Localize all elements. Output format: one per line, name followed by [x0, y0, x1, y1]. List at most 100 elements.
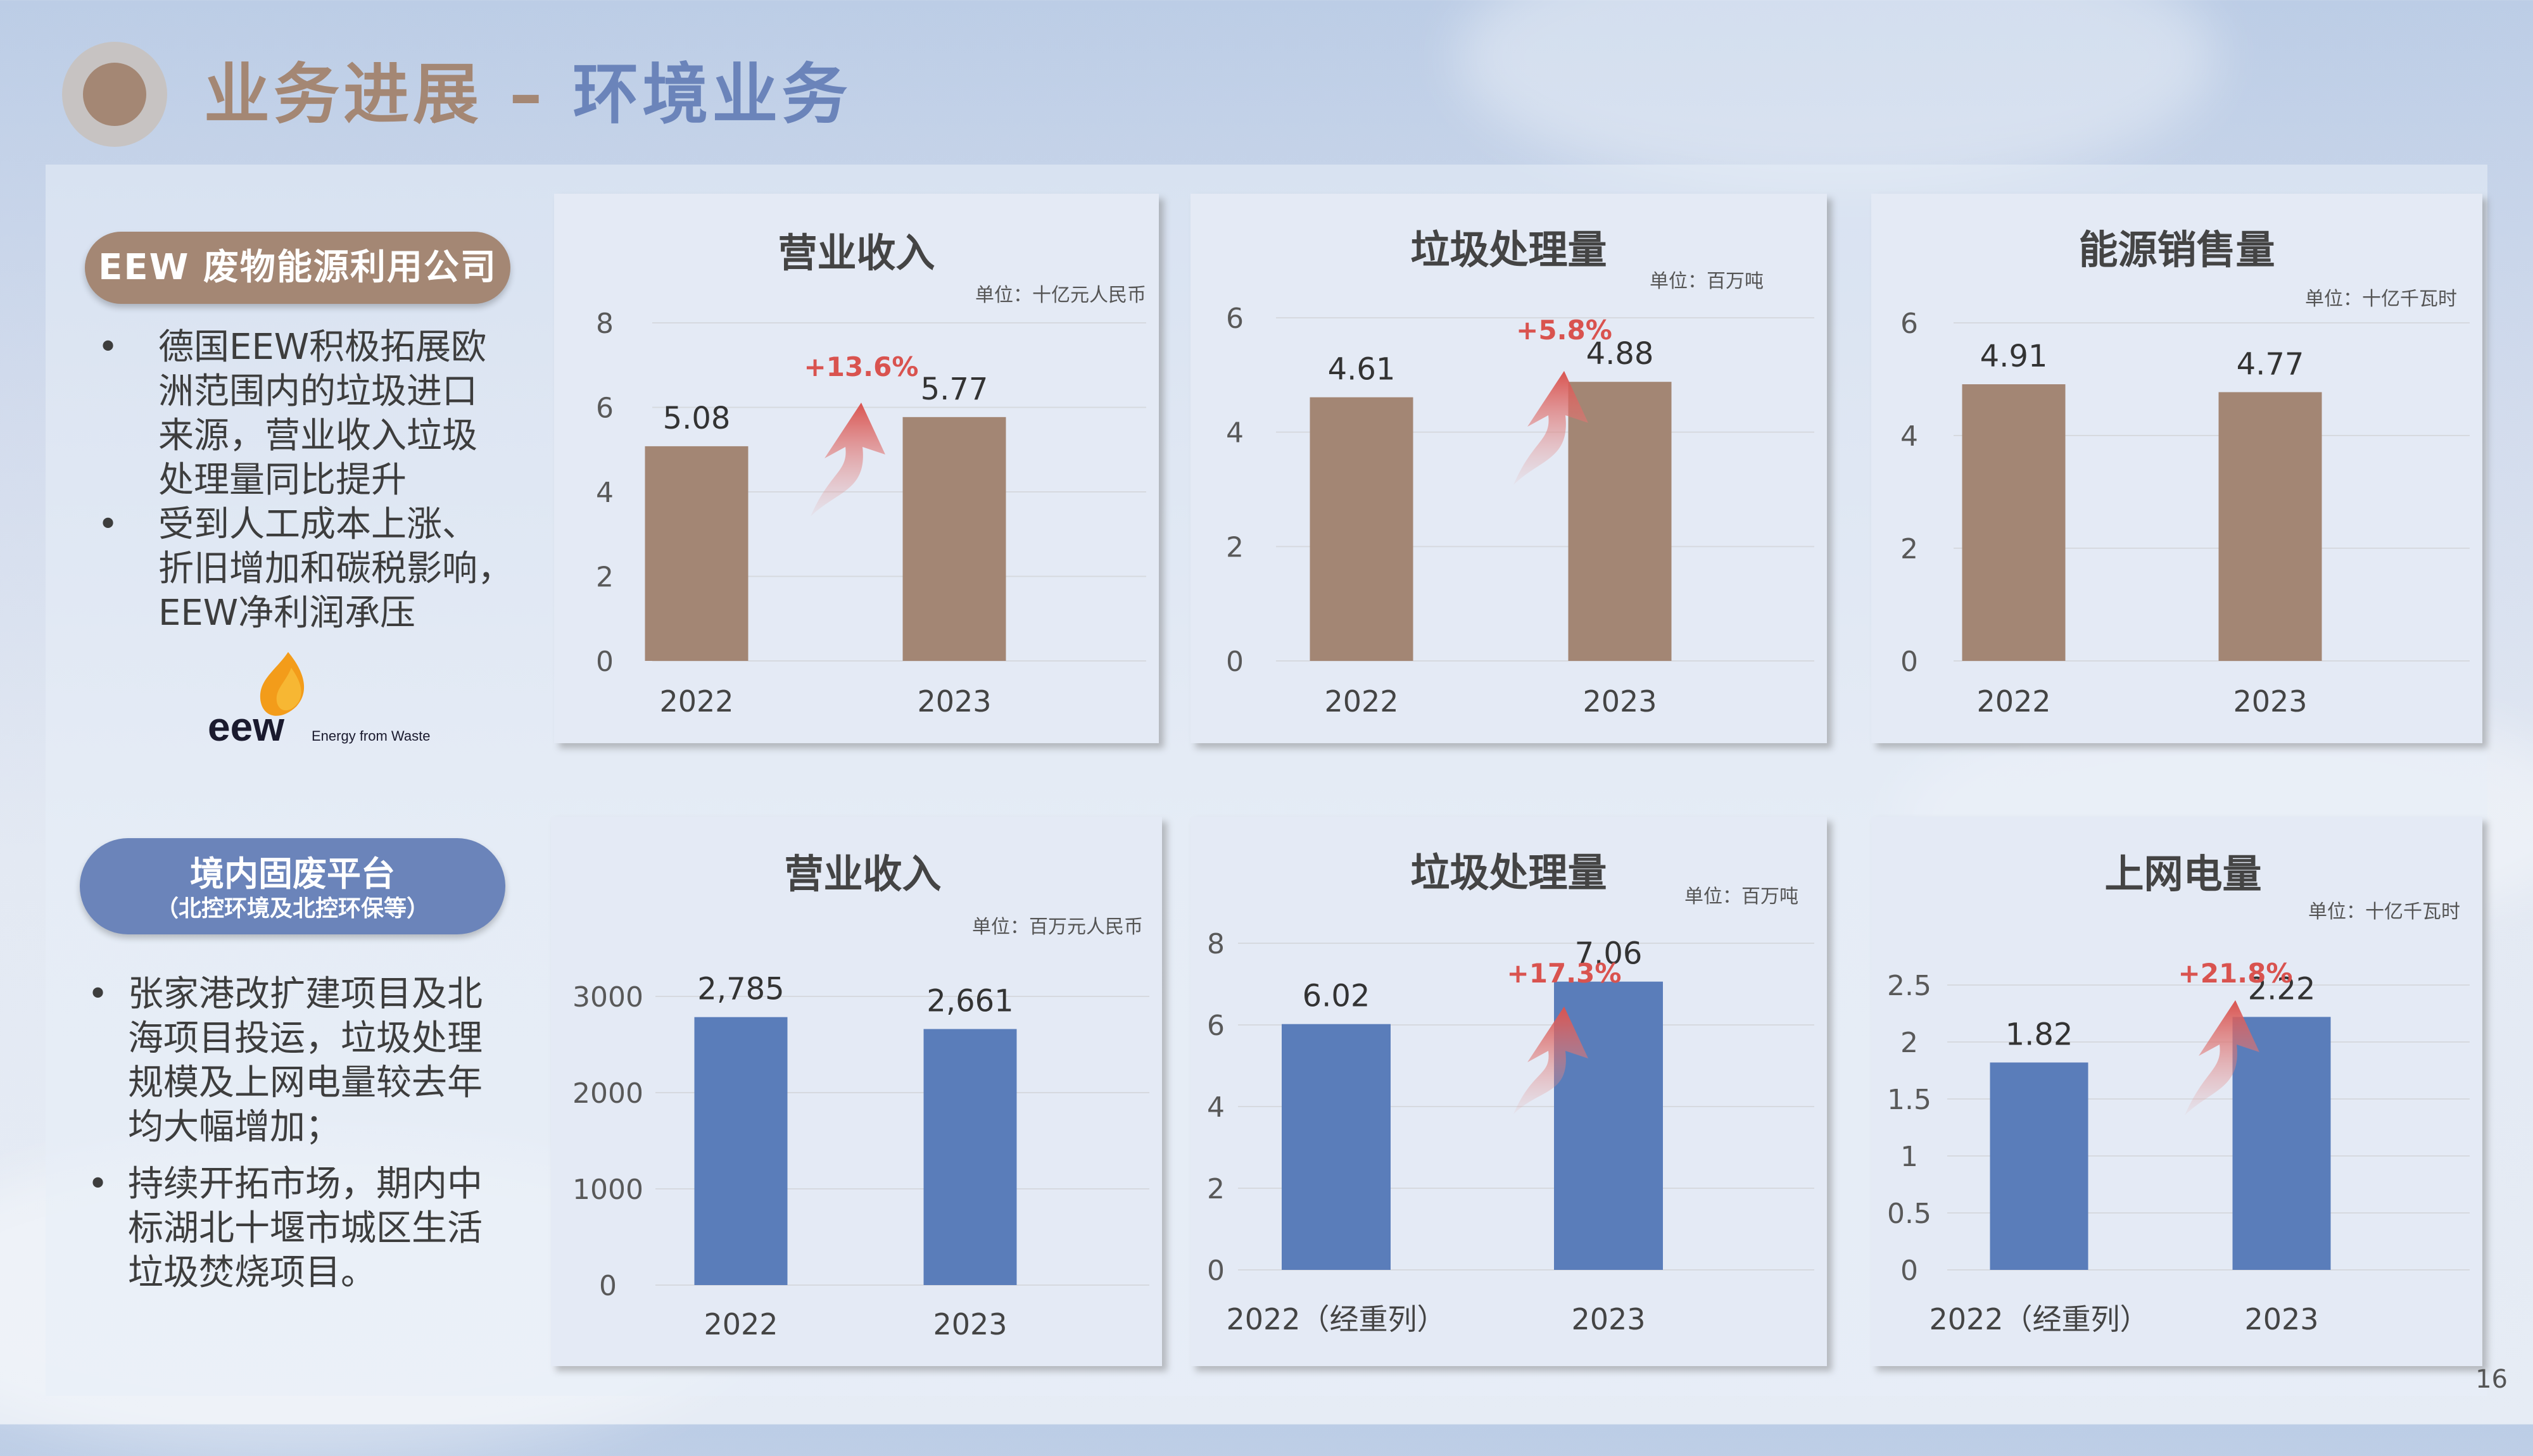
y-tick-label: 8	[596, 308, 614, 340]
y-tick-label: 2	[1207, 1173, 1225, 1205]
chart-unit-label: 单位：十亿千瓦时	[2305, 288, 2457, 310]
x-tick-label: 2023	[1582, 684, 1657, 719]
domestic-bullet: 持续开拓市场，期内中 标湖北十堰市城区生活 垃圾焚烧项目。	[87, 1162, 521, 1295]
bar	[2232, 1017, 2331, 1270]
growth-label: +13.6%	[804, 351, 919, 382]
growth-label: +17.3%	[1507, 958, 1622, 989]
x-tick-label: 2023	[933, 1307, 1007, 1341]
page-title: 业务进展 – 环境业务	[204, 47, 851, 142]
bar-value-label: 5.77	[921, 372, 989, 407]
chart-card-eew-energy: 能源销售量 单位：十亿千瓦时 0 2 4 6 4.91 2022 4.77 2023	[1871, 194, 2482, 743]
y-tick-label: 6	[1900, 308, 1918, 340]
y-tick-label: 2	[1900, 533, 1918, 565]
y-tick-label: 0	[1226, 646, 1244, 678]
y-tick-label: 1000	[572, 1174, 643, 1206]
y-tick-label: 0	[596, 646, 614, 678]
y-tick-label: 2	[596, 562, 614, 594]
y-tick-label: 0	[1900, 646, 1918, 678]
chart-card-eew-revenue: 营业收入 单位：十亿元人民币 0 2 4 6 8 5.08 2022 5.77 2023 +13.6%	[554, 194, 1159, 743]
growth-arrow-icon	[811, 403, 885, 517]
y-tick-label: 1.5	[1887, 1084, 1931, 1116]
growth-arrow-icon	[2185, 1000, 2259, 1115]
bar	[694, 1017, 788, 1285]
chart-title: 营业收入	[778, 230, 935, 276]
bar-value-label: 2,785	[697, 972, 784, 1007]
y-tick-label: 0	[1207, 1255, 1225, 1287]
domestic-label-subtitle: （北控环境及北控环保等）	[155, 896, 429, 922]
domestic-bullet-list: 张家港改扩建项目及北 海项目投运，垃圾处理 规模及上网电量较去年 均大幅增加； …	[87, 972, 521, 1308]
bar	[1990, 1062, 2088, 1270]
domestic-bullet: 张家港改扩建项目及北 海项目投运，垃圾处理 规模及上网电量较去年 均大幅增加；	[87, 972, 521, 1150]
chart-title: 垃圾处理量	[1410, 227, 1607, 273]
y-tick-label: 1	[1900, 1141, 1918, 1173]
y-tick-label: 0	[599, 1270, 617, 1302]
growth-label: +21.8%	[2178, 958, 2293, 989]
eew-bullet: 受到人工成本上涨、 折旧增加和碳税影响， EEW净利润承压	[98, 503, 551, 636]
x-tick-label: 2023	[2233, 684, 2307, 719]
bar-value-label: 1.82	[2006, 1017, 2073, 1052]
y-tick-label: 4	[1226, 417, 1244, 449]
page-title-right: 环境业务	[546, 56, 852, 133]
growth-label: +5.8%	[1516, 315, 1612, 346]
bar-value-label: 2.22	[2248, 971, 2316, 1007]
growth-arrow-icon	[1513, 1007, 1588, 1114]
eew-flame-icon-inner	[276, 668, 301, 711]
chart-unit-label: 单位：十亿千瓦时	[2308, 901, 2460, 923]
y-tick-label: 4	[1207, 1091, 1225, 1124]
bar	[923, 1029, 1017, 1285]
y-tick-label: 2.5	[1887, 970, 1931, 1002]
y-tick-label: 6	[1207, 1010, 1225, 1042]
x-tick-label: 2023	[1571, 1302, 1645, 1336]
chart-unit-label: 单位：百万元人民币	[972, 916, 1143, 938]
x-tick-label: 2022	[659, 684, 733, 719]
chart-title: 上网电量	[2104, 851, 2261, 897]
x-tick-label: 2022（经重列）	[1929, 1302, 2149, 1336]
y-tick-label: 2000	[572, 1077, 643, 1110]
x-tick-label: 2022	[1976, 684, 2050, 719]
x-tick-label: 2022	[704, 1307, 778, 1341]
chart-card-domestic-revenue: 营业收入 单位：百万元人民币 0 1000 2000 3000 2,785 2022 2,661…	[551, 817, 1162, 1366]
title-bullet-icon-center	[83, 63, 146, 126]
eew-logo-word: eew	[208, 704, 284, 750]
bar-value-label: 4.77	[2237, 346, 2304, 382]
chart-unit-label: 单位：百万吨	[1650, 270, 1764, 292]
growth-arrow-icon	[1513, 371, 1588, 485]
domestic-section-label: 境内固废平台 （北控环境及北控环保等）	[80, 838, 505, 934]
bar-value-label: 4.61	[1328, 352, 1396, 387]
bar	[902, 417, 1006, 661]
eew-logo: eew Energy from Waste	[208, 652, 430, 750]
y-tick-label: 6	[1226, 303, 1244, 335]
eew-bullet: 德国EEW积极拓展欧 洲范围内的垃圾进口 来源，营业收入垃圾 处理量同比提升	[98, 325, 551, 503]
y-tick-label: 2	[1900, 1027, 1918, 1059]
bar	[645, 446, 749, 661]
x-tick-label: 2023	[2244, 1302, 2318, 1336]
eew-section-label: EEW 废物能源利用公司	[85, 232, 510, 304]
bar-value-label: 6.02	[1303, 979, 1370, 1014]
bar	[1962, 384, 2066, 661]
bar-value-label: 7.06	[1575, 936, 1643, 972]
chart-card-eew-waste: 垃圾处理量 单位：百万吨 0 2 4 6 4.61 2022 4.88 2023 +5.8%	[1191, 194, 1827, 743]
eew-bullet-list: 德国EEW积极拓展欧 洲范围内的垃圾进口 来源，营业收入垃圾 处理量同比提升 受…	[98, 325, 551, 636]
page-title-left: 业务进展 –	[204, 56, 546, 133]
eew-logo-tagline: Energy from Waste	[312, 728, 430, 744]
x-tick-label: 2022	[1324, 684, 1398, 719]
y-tick-label: 8	[1207, 928, 1225, 960]
y-tick-label: 3000	[572, 981, 643, 1014]
bar-value-label: 2,661	[926, 984, 1013, 1019]
domestic-label-title: 境内固废平台	[190, 854, 395, 894]
chart-unit-label: 单位：百万吨	[1684, 886, 1798, 908]
page-number: 16	[2475, 1365, 2508, 1394]
y-tick-label: 0	[1900, 1255, 1918, 1287]
bar	[1282, 1024, 1391, 1270]
y-tick-label: 6	[596, 392, 614, 425]
bar	[2218, 392, 2322, 661]
bar-value-label: 5.08	[663, 401, 731, 436]
chart-title: 能源销售量	[2078, 227, 2275, 273]
chart-card-domestic-power: 上网电量 单位：十亿千瓦时 0 0.5 1 1.5 2 2.5 1.82 2022（经重列） 2.2…	[1871, 817, 2482, 1366]
